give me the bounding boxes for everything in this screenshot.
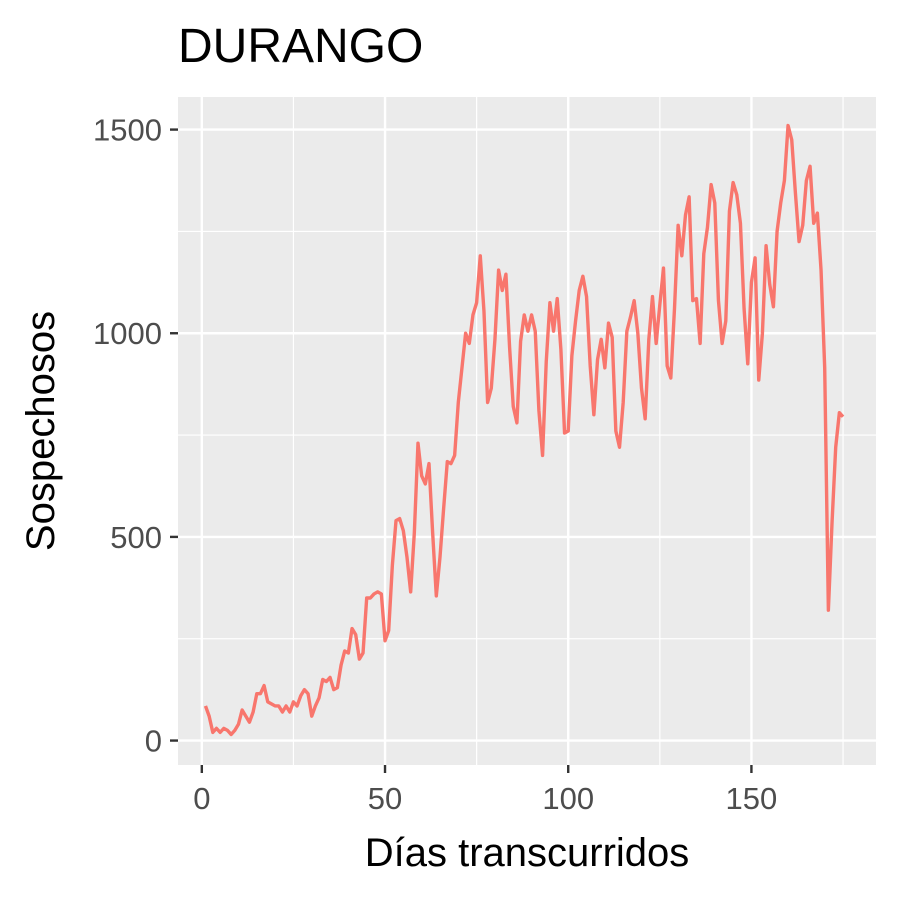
y-tick-label: 1500 bbox=[93, 113, 162, 148]
x-tick-label: 100 bbox=[542, 781, 594, 816]
chart-title: DURANGO bbox=[178, 20, 423, 73]
y-axis-title: Sospechosos bbox=[19, 311, 63, 551]
x-tick-label: 50 bbox=[368, 781, 402, 816]
x-axis: 0 50 100 150 bbox=[193, 765, 777, 816]
plot-panel bbox=[178, 97, 876, 765]
grid-minor bbox=[178, 97, 876, 765]
x-tick-label: 0 bbox=[193, 781, 210, 816]
x-axis-title: Días transcurridos bbox=[365, 831, 690, 875]
y-tick-label: 500 bbox=[110, 520, 162, 555]
y-tick-label: 1000 bbox=[93, 316, 162, 351]
y-tick-label: 0 bbox=[145, 724, 162, 759]
x-tick-label: 150 bbox=[726, 781, 778, 816]
series-line bbox=[203, 123, 845, 737]
y-axis: 0 500 1000 1500 bbox=[93, 113, 178, 759]
